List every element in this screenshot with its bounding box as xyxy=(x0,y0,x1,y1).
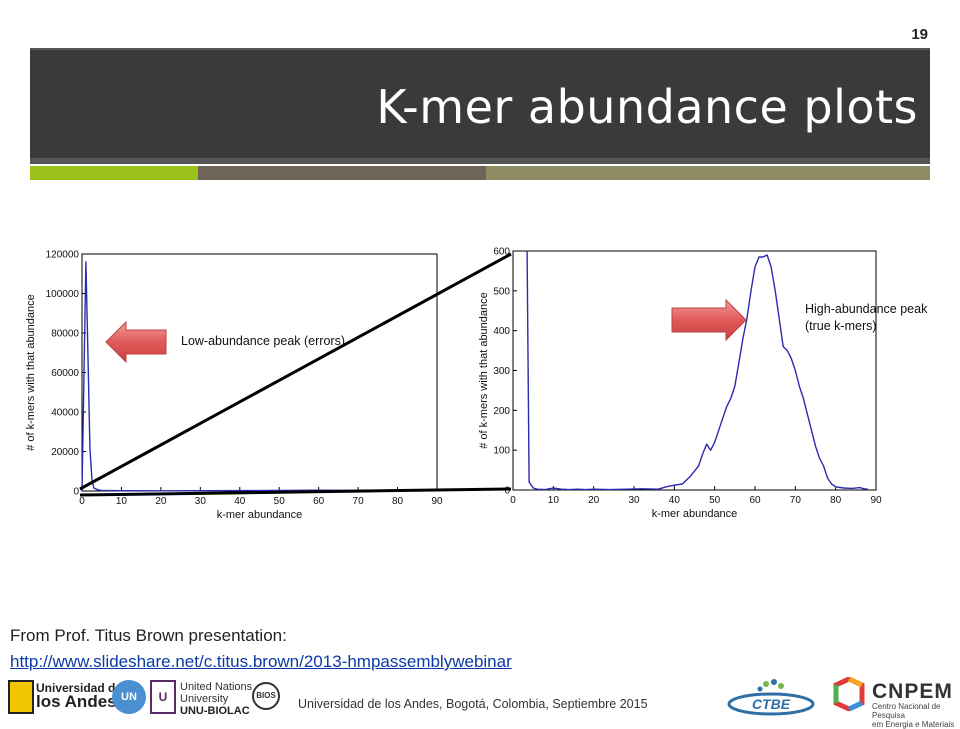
plot-frame xyxy=(512,250,877,491)
x-tick-label: 10 xyxy=(548,495,560,506)
unu-logo-icon: U xyxy=(150,680,176,714)
x-tick-label: 80 xyxy=(830,495,842,506)
y-tick-label: 400 xyxy=(493,326,510,337)
y-tick-label: 200 xyxy=(493,406,510,417)
svg-text:CTBE: CTBE xyxy=(752,696,791,712)
bios-logo-icon: BIOS xyxy=(252,682,280,710)
y-tick-label: 120000 xyxy=(46,250,80,261)
x-tick-label: 50 xyxy=(274,496,286,507)
x-tick-label: 60 xyxy=(749,495,761,506)
zoom-connector-top xyxy=(79,252,512,491)
cnpem-logo-text: CNPEM xyxy=(872,680,953,703)
low-peak-arrow xyxy=(105,320,167,364)
y-tick-label: 80000 xyxy=(51,329,79,340)
y-axis-label: # of k-mers with that abundance xyxy=(478,292,490,449)
band-olive xyxy=(486,166,930,180)
x-tick-label: 70 xyxy=(790,495,802,506)
chart-high-abundance: 0 10 20 30 40 50 60 70 80 90 0 100 200 300 400 500 600 k-… xyxy=(478,247,882,521)
plot-frame xyxy=(81,253,438,492)
y-tick-label: 100000 xyxy=(46,289,80,300)
x-tick-label: 20 xyxy=(588,495,600,506)
x-tick-label: 60 xyxy=(313,496,325,507)
page-number: 19 xyxy=(911,26,928,43)
x-tick-label: 30 xyxy=(628,495,640,506)
x-tick-label: 50 xyxy=(709,495,721,506)
y-tick-label: 600 xyxy=(493,247,510,258)
x-axis-label: k-mer abundance xyxy=(217,509,303,521)
un-logo-icon: UN xyxy=(112,680,146,714)
x-tick-label: 10 xyxy=(116,496,128,507)
x-tick-label: 90 xyxy=(431,496,443,507)
title-bar: K-mer abundance plots xyxy=(30,48,930,160)
low-peak-label: Low-abundance peak (errors) xyxy=(181,334,345,348)
x-tick-label: 40 xyxy=(669,495,681,506)
x-tick-label: 0 xyxy=(510,495,516,506)
y-tick-label: 300 xyxy=(493,366,510,377)
y-tick-label: 0 xyxy=(73,487,79,498)
y-tick-label: 100 xyxy=(493,446,510,457)
accent-bands xyxy=(30,166,930,180)
footer-text: Universidad de los Andes, Bogotá, Colomb… xyxy=(298,697,648,711)
y-tick-label: 60000 xyxy=(51,368,79,379)
cnpem-logo-subtext: Centro Nacional de Pesquisa em Energia e… xyxy=(872,702,955,729)
uandes-logo-text: Universidad de los Andes xyxy=(36,681,123,711)
title-underline xyxy=(30,158,930,164)
credit-link[interactable]: http://www.slideshare.net/c.titus.brown/… xyxy=(10,652,512,671)
x-tick-label: 30 xyxy=(195,496,207,507)
slide-title: K-mer abundance plots xyxy=(376,80,918,134)
cnpem-logo-icon xyxy=(833,677,865,711)
x-tick-label: 40 xyxy=(234,496,246,507)
series-line xyxy=(526,250,868,491)
x-tick-label: 70 xyxy=(353,496,365,507)
chart-low-abundance: 0 10 20 30 40 50 60 70 80 90 0 20000 40000 60000 80000… xyxy=(25,250,443,522)
y-tick-label: 0 xyxy=(504,486,510,497)
x-axis-label: k-mer abundance xyxy=(652,508,738,520)
unu-logo-text: United Nations University UNU-BIOLAC xyxy=(180,681,253,717)
high-peak-label-1: High-abundance peak xyxy=(805,302,928,316)
x-tick-label: 20 xyxy=(155,496,167,507)
band-green xyxy=(30,166,198,180)
x-tick-label: 0 xyxy=(79,496,85,507)
high-peak-arrow xyxy=(671,298,747,342)
x-tick-label: 80 xyxy=(392,496,404,507)
y-tick-label: 500 xyxy=(493,286,510,297)
y-tick-label: 40000 xyxy=(51,408,79,419)
zoom-connector-bottom xyxy=(79,487,512,497)
series-line xyxy=(81,261,430,492)
band-brown xyxy=(198,166,486,180)
high-peak-label-2: (true k-mers) xyxy=(805,319,877,333)
credit-text: From Prof. Titus Brown presentation: xyxy=(10,626,287,645)
uandes-logo-icon xyxy=(8,680,34,714)
ctbe-logo-icon: CTBE xyxy=(727,679,815,716)
y-tick-label: 20000 xyxy=(51,447,79,458)
y-axis-label: # of k-mers with that abundance xyxy=(25,294,37,451)
x-tick-label: 90 xyxy=(870,495,882,506)
